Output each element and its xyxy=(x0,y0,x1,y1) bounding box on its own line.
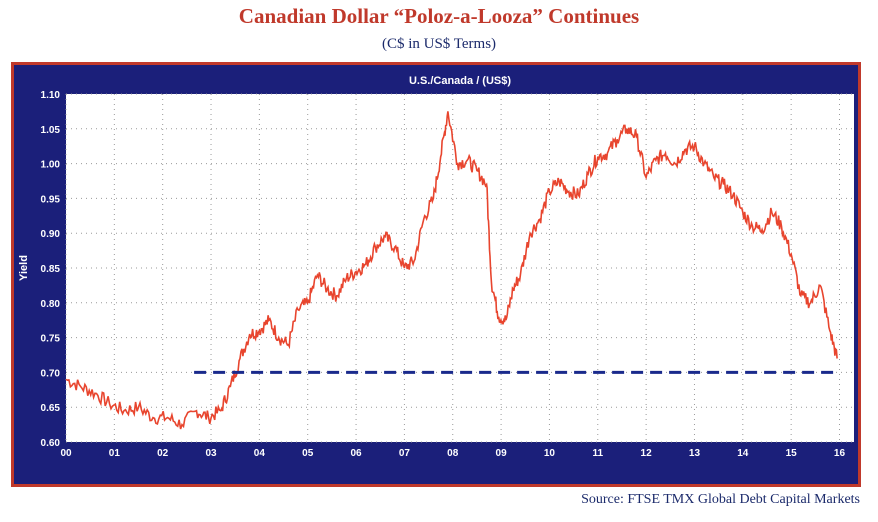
y-tick-label: 0.75 xyxy=(41,334,61,345)
y-tick-label: 1.00 xyxy=(41,160,61,171)
y-tick-label: 0.60 xyxy=(41,438,61,449)
x-tick-labels: 00 01 02 03 04 05 06 07 08 09 10 11 12 13 14 15 16 xyxy=(60,448,845,459)
y-tick-label: 1.10 xyxy=(41,90,61,101)
page-subtitle: (C$ in US$ Terms) xyxy=(381,36,497,52)
x-tick-label: 12 xyxy=(641,448,653,459)
chart-title: U.S./Canada / (US$) xyxy=(409,75,511,87)
x-tick-label: 11 xyxy=(592,448,603,459)
series-line xyxy=(65,111,838,430)
x-tick-label: 06 xyxy=(350,448,362,459)
line-chart: 0.60 0.65 0.70 0.75 0.80 0.85 0.90 0.95 1.00 1.05… xyxy=(18,75,854,459)
x-tick-label: 14 xyxy=(737,448,749,459)
y-tick-label: 0.65 xyxy=(41,403,61,414)
y-tick-label: 1.05 xyxy=(41,125,61,136)
x-tick-label: 07 xyxy=(399,448,411,459)
x-tick-label: 01 xyxy=(109,448,121,459)
x-tick-label: 15 xyxy=(786,448,798,459)
y-tick-label: 0.80 xyxy=(41,299,61,310)
x-tick-label: 09 xyxy=(496,448,508,459)
y-tick-label: 0.70 xyxy=(41,368,61,379)
x-tick-label: 08 xyxy=(447,448,459,459)
y-tick-label: 0.85 xyxy=(41,264,61,275)
page-title: Canadian Dollar “Poloz-a-Looza” Continue… xyxy=(238,4,640,28)
x-tick-label: 03 xyxy=(205,448,217,459)
gridlines xyxy=(65,93,854,443)
y-tick-labels: 0.60 0.65 0.70 0.75 0.80 0.85 0.90 0.95 1.00 1.05… xyxy=(41,90,61,449)
source-note: Source: FTSE TMX Global Debt Capital Mar… xyxy=(581,492,860,507)
y-tick-label: 0.95 xyxy=(41,194,61,205)
x-tick-label: 13 xyxy=(689,448,701,459)
y-tick-label: 0.90 xyxy=(41,229,61,240)
plot-area xyxy=(66,94,854,442)
x-tick-label: 04 xyxy=(254,448,266,459)
x-tick-label: 02 xyxy=(157,448,169,459)
chart-frame: 0.60 0.65 0.70 0.75 0.80 0.85 0.90 0.95 1.00 1.05… xyxy=(11,62,861,487)
x-tick-label: 00 xyxy=(60,448,72,459)
y-axis-label: Yield xyxy=(18,255,30,281)
x-tick-label: 10 xyxy=(544,448,556,459)
x-tick-label: 16 xyxy=(834,448,846,459)
x-tick-label: 05 xyxy=(302,448,314,459)
